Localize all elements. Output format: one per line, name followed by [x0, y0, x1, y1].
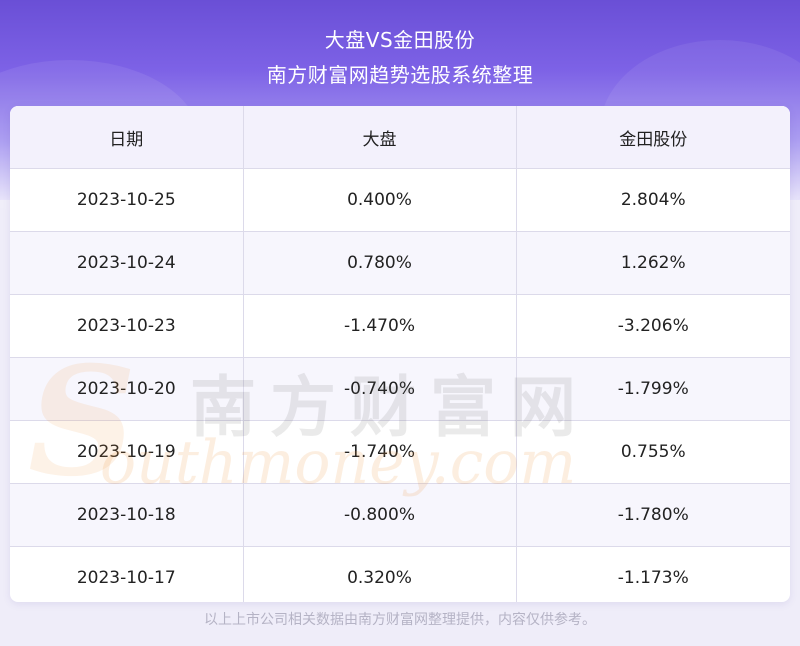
cell-stock: -1.799% [516, 357, 790, 421]
table-row: 2023-10-25 0.400% 2.804% [10, 168, 790, 232]
cell-market: -0.740% [243, 357, 517, 421]
cell-market: -1.740% [243, 420, 517, 484]
data-table-card: 日期 大盘 金田股份 2023-10-25 0.400% 2.804% 2023… [10, 106, 790, 602]
table-row: 2023-10-23 -1.470% -3.206% [10, 294, 790, 358]
cell-market: 0.400% [243, 168, 517, 232]
cell-stock: -1.173% [617, 568, 689, 588]
table-row: 2023-10-17 0.320% -1.173% [10, 546, 790, 602]
comparison-table: 日期 大盘 金田股份 2023-10-25 0.400% 2.804% 2023… [10, 106, 790, 602]
footer-note: 以上上市公司相关数据由南方财富网整理提供，内容仅供参考。 [204, 612, 596, 628]
cell-date: 2023-10-18 [10, 483, 244, 547]
cell-date: 2023-10-24 [10, 231, 244, 295]
cell-market: -0.800% [243, 483, 517, 547]
table-row: 2023-10-20 -0.740% -1.799% [10, 357, 790, 421]
page-subtitle: 南方财富网趋势选股系统整理 [266, 63, 534, 87]
cell-market: -1.470% [243, 294, 517, 358]
column-header-date: 日期 [10, 106, 244, 169]
cell-stock: 2.804% [516, 168, 790, 232]
table-row: 2023-10-18 -0.800% -1.780% [10, 483, 790, 547]
cell-date: 2023-10-25 [10, 168, 244, 232]
cell-market: 0.780% [243, 231, 517, 295]
cell-stock: 0.755% [516, 420, 790, 484]
cell-stock: -1.780% [516, 483, 790, 547]
cell-stock: -3.206% [516, 294, 790, 358]
cell-market: 0.320% [243, 546, 517, 602]
cell-date: 2023-10-17 [10, 546, 244, 602]
cell-date: 2023-10-20 [10, 357, 244, 421]
page-title: 大盘VS金田股份 [324, 28, 476, 52]
column-header-market: 大盘 [243, 106, 517, 169]
cell-date: 2023-10-19 [10, 420, 244, 484]
table-header-row: 日期 大盘 金田股份 [10, 106, 790, 169]
table-row: 2023-10-24 0.780% 1.262% [10, 231, 790, 295]
cell-date: 2023-10-23 [10, 294, 244, 358]
table-row: 2023-10-19 -1.740% 0.755% [10, 420, 790, 484]
cell-stock: 1.262% [516, 231, 790, 295]
column-header-stock: 金田股份 [516, 106, 790, 169]
